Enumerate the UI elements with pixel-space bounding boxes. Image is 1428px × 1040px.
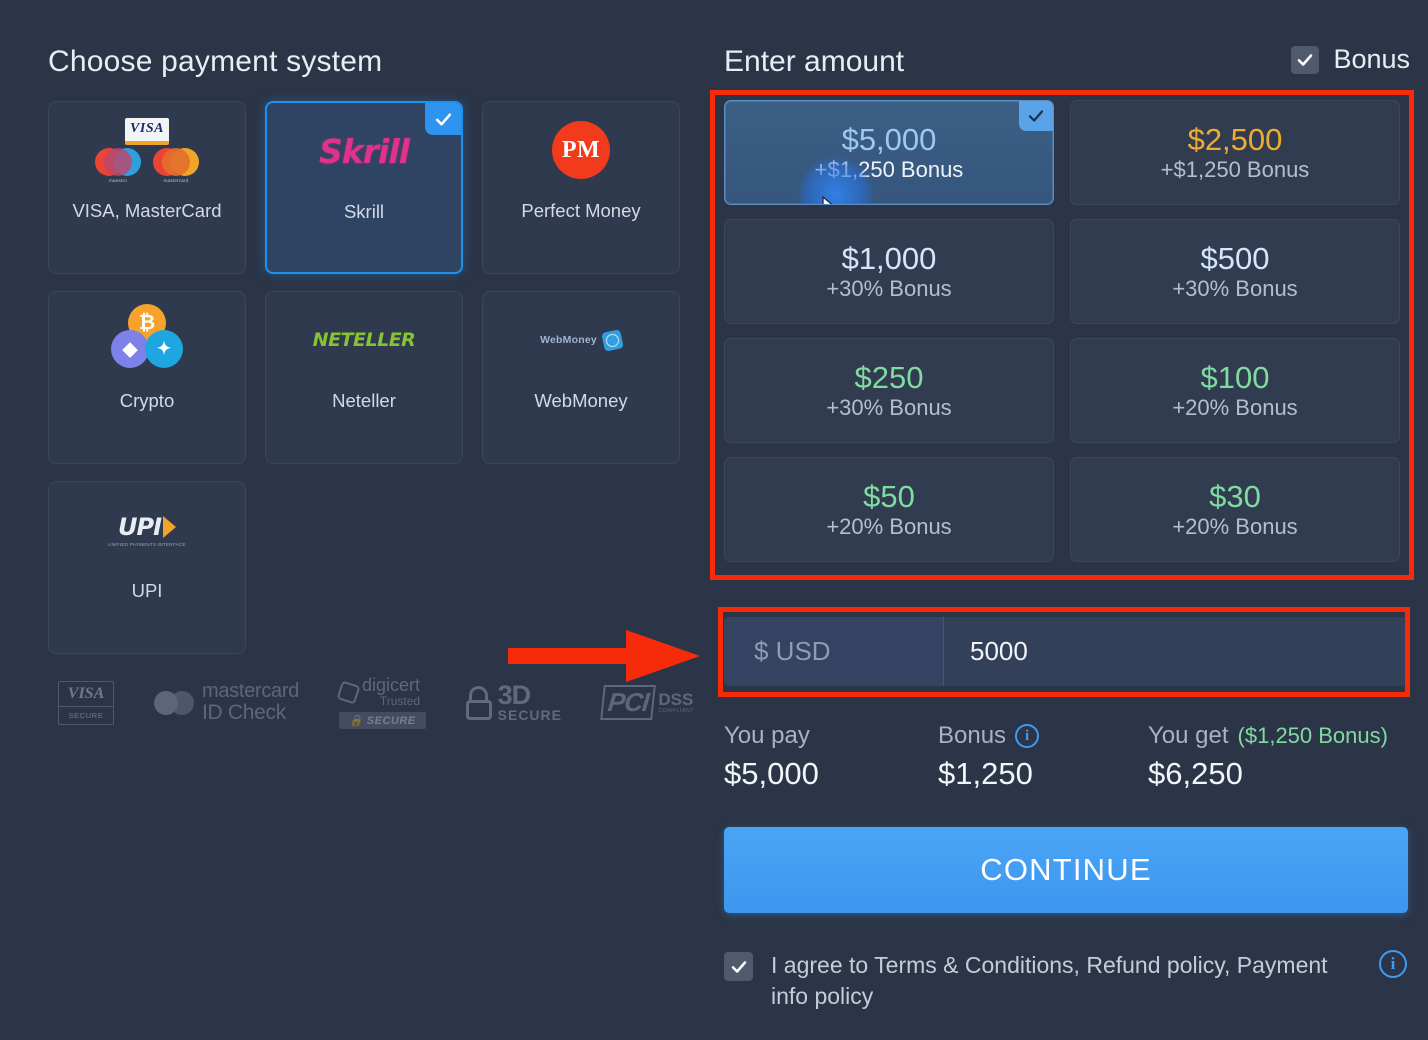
security-badges: VISA SECURE mastercard ID Check digicert… <box>58 676 694 730</box>
info-icon[interactable]: i <box>1015 724 1040 748</box>
payment-method-label: Crypto <box>119 390 175 411</box>
amount-value: $1,000 <box>841 240 937 276</box>
amount-value: $100 <box>1200 359 1270 395</box>
bonus-checkbox[interactable]: Bonus <box>1291 44 1410 75</box>
amount-input-value: 5000 <box>970 636 1028 666</box>
upi-icon: UPI UNIFIED PAYMENTS INTERFACE <box>49 482 245 578</box>
upi-wordmark: UPI <box>117 513 162 541</box>
payment-method-webmoney[interactable]: WebMoney WebMoney <box>482 291 680 464</box>
amount-tile-30[interactable]: $30 +20% Bonus <box>1070 457 1400 562</box>
amount-bonus: +20% Bonus <box>1172 514 1298 540</box>
mouse-cursor <box>821 195 845 204</box>
amount-value: $30 <box>1209 478 1261 514</box>
webmoney-icon: WebMoney <box>483 292 679 388</box>
page-title: Choose payment system <box>48 45 383 78</box>
currency-label: $ USD <box>754 636 831 666</box>
crypto-coins-icon: ₿ ◆ ✦ <box>49 292 245 388</box>
payment-method-neteller[interactable]: NETELLER Neteller <box>265 291 463 464</box>
bonus-summary-value: $1,250 <box>938 756 1033 791</box>
digicert-hex-icon <box>336 680 361 705</box>
amount-tile-1000[interactable]: $1,000 +30% Bonus <box>724 219 1054 324</box>
amount-bonus: +20% Bonus <box>826 514 952 540</box>
amount-bonus: +$1,250 Bonus <box>1160 157 1310 183</box>
continue-button-label: CONTINUE <box>980 852 1152 887</box>
amount-tile-100[interactable]: $100 +20% Bonus <box>1070 338 1400 443</box>
upi-subtitle: UNIFIED PAYMENTS INTERFACE <box>108 542 186 547</box>
lock-icon: 🔒 <box>349 715 364 728</box>
info-icon[interactable]: i <box>1379 950 1407 978</box>
amount-value: $50 <box>863 478 915 514</box>
amount-bonus: +30% Bonus <box>1172 276 1298 302</box>
ethereum-icon: ◆ <box>111 330 149 368</box>
check-icon <box>425 103 461 135</box>
upi-arrow-icon <box>163 516 176 538</box>
payment-method-label: Perfect Money <box>521 200 641 221</box>
payment-method-perfect-money[interactable]: PM Perfect Money <box>482 101 680 274</box>
enter-amount-title: Enter amount <box>724 45 905 78</box>
payment-method-upi[interactable]: UPI UNIFIED PAYMENTS INTERFACE UPI <box>48 481 246 654</box>
webmoney-wordmark: WebMoney <box>540 334 597 346</box>
neteller-icon: NETELLER <box>266 292 462 388</box>
terms-agreement-row[interactable]: I agree to Terms & Conditions, Refund po… <box>724 950 1414 1012</box>
visa-mastercard-icon: VISA maestro mastercard <box>49 102 245 198</box>
amount-value: $500 <box>1200 240 1270 276</box>
amount-tile-50[interactable]: $50 +20% Bonus <box>724 457 1054 562</box>
totals-summary: You pay Bonus i You get ($1,250 Bonus) $… <box>724 722 1414 792</box>
perfect-money-monogram: PM <box>552 121 610 179</box>
mastercard-id-check-badge: mastercard ID Check <box>154 681 299 724</box>
checkbox-box[interactable] <box>1291 45 1320 74</box>
payment-method-label: Neteller <box>332 390 396 411</box>
amount-bonus: +$1,250 Bonus <box>814 157 964 183</box>
visa-secure-badge: VISA SECURE <box>58 680 114 725</box>
amount-value: $5,000 <box>841 121 937 157</box>
amount-tile-2500[interactable]: $2,500 +$1,250 Bonus <box>1070 100 1400 205</box>
terms-checkbox[interactable] <box>724 952 753 981</box>
amount-tiles-grid: $5,000 +$1,250 Bonus $2,500 +$1,250 Bonu… <box>724 100 1400 562</box>
ripple-icon: ✦ <box>145 330 183 368</box>
neteller-wordmark: NETELLER <box>312 329 416 351</box>
pci-dss-badge: PCI DSS COMPLIANT <box>600 685 694 721</box>
perfect-money-icon: PM <box>483 102 679 198</box>
check-icon <box>1019 101 1053 131</box>
payment-system-panel: Choose payment system VISA maestro <box>0 0 710 1040</box>
payment-method-skrill[interactable]: Skrill Skrill <box>265 101 463 274</box>
check-icon <box>1298 53 1313 66</box>
amount-input[interactable]: 5000 <box>944 617 1408 686</box>
check-icon <box>731 960 746 973</box>
bonus-summary-label: Bonus <box>938 722 1007 749</box>
amount-tile-500[interactable]: $500 +30% Bonus <box>1070 219 1400 324</box>
amount-bonus: +30% Bonus <box>826 395 952 421</box>
padlock-icon <box>465 685 492 720</box>
amount-bonus: +20% Bonus <box>1172 395 1298 421</box>
payment-method-label: VISA, MasterCard <box>72 200 222 221</box>
digicert-trusted-badge: digicert Trusted 🔒 SECURE <box>336 676 426 730</box>
amount-value: $250 <box>854 359 924 395</box>
currency-selector[interactable]: $ USD <box>724 617 944 686</box>
you-get-value: $6,250 <box>1148 756 1243 791</box>
globe-icon <box>601 328 624 352</box>
you-get-bonus-tag: ($1,250 Bonus) <box>1237 723 1388 748</box>
bonus-label: Bonus <box>1333 44 1410 74</box>
continue-button[interactable]: CONTINUE <box>724 827 1408 913</box>
amount-input-row: $ USD 5000 <box>724 617 1408 686</box>
amount-tile-5000[interactable]: $5,000 +$1,250 Bonus <box>724 100 1054 205</box>
terms-text[interactable]: I agree to Terms & Conditions, Refund po… <box>771 952 1328 1010</box>
enter-amount-panel: Enter amount Bonus $5,000 +$1,250 Bonus <box>710 0 1428 1040</box>
amount-value: $2,500 <box>1187 121 1283 157</box>
payment-method-label: Skrill <box>343 201 385 222</box>
amount-bonus: +30% Bonus <box>826 276 952 302</box>
payment-method-label: WebMoney <box>534 390 628 411</box>
payment-method-crypto[interactable]: ₿ ◆ ✦ Crypto <box>48 291 246 464</box>
3d-secure-badge: 3D SECURE <box>465 681 562 723</box>
you-pay-label: You pay <box>724 722 810 749</box>
you-pay-value: $5,000 <box>724 756 819 791</box>
payment-method-label: UPI <box>131 580 163 601</box>
payment-method-grid: VISA maestro mastercard <box>48 101 680 654</box>
payment-method-visa-mastercard[interactable]: VISA maestro mastercard <box>48 101 246 274</box>
you-get-label: You get <box>1148 722 1229 749</box>
amount-tile-250[interactable]: $250 +30% Bonus <box>724 338 1054 443</box>
skrill-icon: Skrill <box>319 131 410 171</box>
